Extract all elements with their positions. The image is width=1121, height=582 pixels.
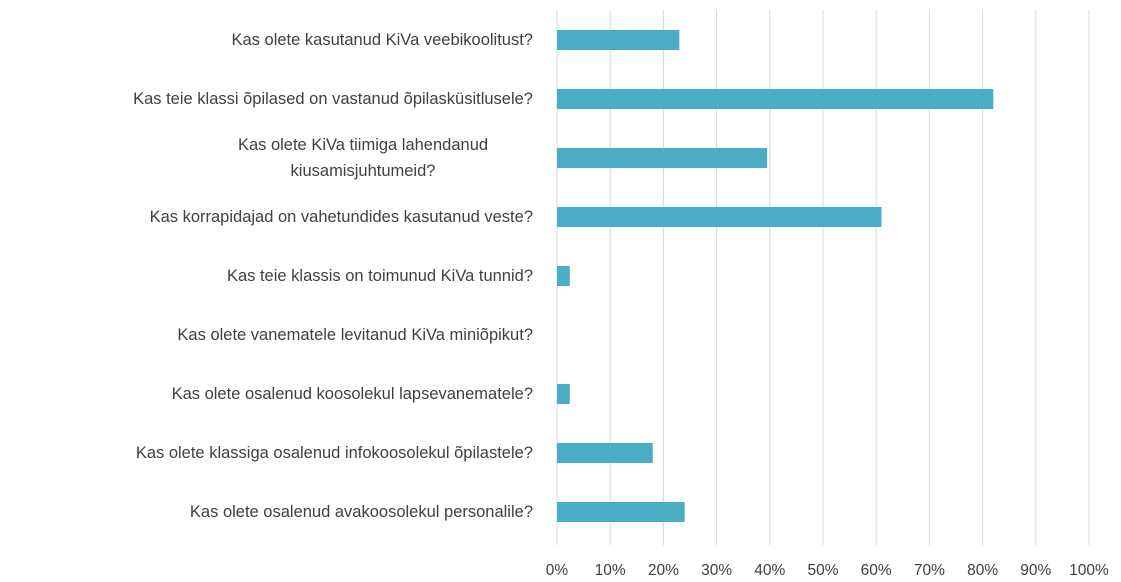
category-label: Kas olete kasutanud KiVa veebikoolitust? (0, 27, 533, 53)
x-tick-label-text: 30% (701, 562, 733, 579)
x-tick-label: 50% (807, 562, 838, 580)
x-tick-label-text: 100% (1069, 562, 1109, 579)
x-tick-label-text: 90% (1020, 562, 1052, 579)
x-tick-label: 10% (595, 562, 626, 580)
category-label-text: Kas olete kasutanud KiVa veebikoolitust? (231, 31, 533, 49)
category-label-text: Kas olete osalenud koosolekul lapsevanem… (171, 385, 533, 403)
category-label-text: Kas korrapidajad on vahetundides kasutan… (149, 208, 533, 226)
bar (557, 502, 685, 522)
x-tick-label: 100% (1069, 562, 1109, 580)
x-tick-label-text: 70% (913, 562, 945, 579)
x-tick-label-text: 80% (967, 562, 999, 579)
x-tick-label: 30% (701, 562, 732, 580)
x-tick-label-text: 60% (860, 562, 892, 579)
bar (557, 384, 570, 404)
bar (557, 89, 994, 109)
category-label: Kas teie klassis on toimunud KiVa tunnid… (0, 263, 533, 289)
x-tick-label-text: 40% (754, 562, 786, 579)
category-label: Kas olete klassiga osalenud infokoosolek… (0, 440, 533, 466)
category-label: Kas olete osalenud koosolekul lapsevanem… (0, 381, 533, 407)
category-label-text: Kas olete vanematele levitanud KiVa mini… (177, 326, 533, 344)
category-label-text: Kas olete osalenud avakoosolekul persona… (189, 503, 533, 521)
category-label-text: Kas teie klassi õpilased on vastanud õpi… (133, 90, 533, 108)
category-label-text: Kas olete klassiga osalenud infokoosolek… (135, 444, 533, 462)
x-tick-label: 40% (754, 562, 785, 580)
x-tick-label-text: 50% (807, 562, 839, 579)
bar (557, 443, 653, 463)
x-tick-label-text: 20% (647, 562, 679, 579)
x-tick-label-text: 10% (594, 562, 626, 579)
x-tick-label: 70% (914, 562, 945, 580)
x-tick-label: 90% (1020, 562, 1051, 580)
bar (557, 30, 680, 50)
category-label-text: Kas teie klassis on toimunud KiVa tunnid… (226, 267, 533, 285)
x-tick-label: 60% (861, 562, 892, 580)
category-label: Kas olete vanematele levitanud KiVa mini… (0, 322, 533, 348)
category-label-text: Kas olete KiVa tiimiga lahendanud kiusam… (237, 136, 489, 180)
category-label: Kas korrapidajad on vahetundides kasutan… (0, 204, 533, 230)
x-tick-label: 20% (648, 562, 679, 580)
category-label: Kas teie klassi õpilased on vastanud õpi… (0, 86, 533, 112)
category-label: Kas olete osalenud avakoosolekul persona… (0, 499, 533, 525)
bar (557, 148, 768, 168)
x-tick-label: 0% (546, 562, 568, 580)
x-tick-label-text: 0% (545, 562, 569, 579)
x-tick-label: 80% (967, 562, 998, 580)
bar (557, 266, 570, 286)
bar (557, 207, 882, 227)
category-label: Kas olete KiVa tiimiga lahendanud kiusam… (0, 132, 533, 184)
